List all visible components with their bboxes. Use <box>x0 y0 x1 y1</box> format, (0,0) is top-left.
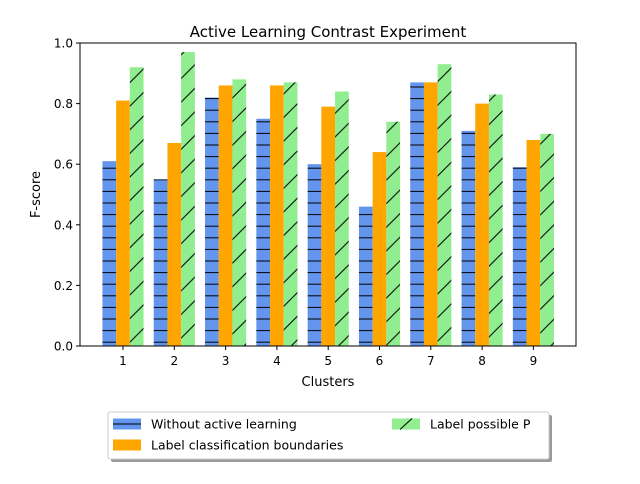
x-tick-label: 6 <box>376 354 384 368</box>
y-tick-label: 0.4 <box>54 218 73 232</box>
bar-hatch-series1-cluster7 <box>410 82 424 346</box>
bar-series2-cluster4 <box>270 85 284 347</box>
y-tick-label: 0.0 <box>54 340 73 354</box>
bar-hatch-series3-cluster7 <box>437 64 452 347</box>
bar-hatch-series3-cluster1 <box>129 67 144 347</box>
bar-hatch-series1-cluster5 <box>307 164 322 346</box>
bar-series2-cluster6 <box>372 152 387 346</box>
bar-hatch-series3-cluster3 <box>232 79 247 347</box>
y-axis: 0.0 0.2 0.4 0.6 0.8 1.0 <box>54 37 80 354</box>
x-tick-label: 3 <box>222 354 230 368</box>
bar-hatch-series1-cluster3 <box>205 97 219 346</box>
chart-title: Active Learning Contrast Experiment <box>190 23 467 41</box>
y-tick-label: 0.2 <box>54 279 73 293</box>
x-tick-label: 4 <box>273 354 281 368</box>
legend-label-series3: Label possible P <box>430 417 531 432</box>
legend-label-series1: Without active learning <box>151 417 297 432</box>
bar-series2-cluster5 <box>321 106 336 346</box>
bar-hatch-series1-cluster8 <box>461 130 476 346</box>
bar-series2-cluster8 <box>475 103 489 346</box>
x-tick-label: 2 <box>170 354 178 368</box>
bar-hatch-series1-cluster4 <box>256 118 271 346</box>
x-tick-label: 9 <box>530 354 538 368</box>
legend-swatch-series2 <box>113 439 141 451</box>
y-tick-label: 1.0 <box>54 37 73 51</box>
x-tick-label: 7 <box>427 354 435 368</box>
bars-group <box>102 52 554 347</box>
bar-hatch-series3-cluster6 <box>386 121 401 346</box>
legend-hatch-series3 <box>399 418 413 430</box>
x-tick-label: 1 <box>119 354 127 368</box>
bar-hatch-series3-cluster2 <box>181 52 195 347</box>
bar-hatch-series3-cluster8 <box>488 94 503 346</box>
x-axis-label: Clusters <box>302 375 355 390</box>
y-tick-label: 0.6 <box>54 158 73 172</box>
bar-series2-cluster9 <box>526 139 541 346</box>
bar-hatch-series3-cluster4 <box>283 82 298 346</box>
bar-hatch-series3-cluster5 <box>335 91 349 346</box>
legend-label-series2: Label classification boundaries <box>151 438 343 453</box>
bar-series2-cluster1 <box>116 100 130 346</box>
x-axis: 1 2 3 4 5 6 7 8 9 <box>119 346 537 368</box>
bar-series2-cluster3 <box>218 85 233 347</box>
bar-hatch-series3-cluster9 <box>540 133 554 346</box>
x-tick-label: 5 <box>324 354 332 368</box>
bar-hatch-series1-cluster6 <box>358 206 373 346</box>
legend: Without active learning Label classificat… <box>107 411 552 462</box>
bar-series2-cluster2 <box>167 142 182 346</box>
bar-series2-cluster7 <box>423 82 438 346</box>
bar-hatch-series1-cluster9 <box>512 167 527 346</box>
bar-hatch-series1-cluster2 <box>153 179 168 346</box>
y-tick-label: 0.8 <box>54 97 73 111</box>
x-tick-label: 8 <box>478 354 486 368</box>
y-axis-label: F-score <box>29 171 44 218</box>
legend-box <box>107 411 550 460</box>
bar-hatch-series1-cluster1 <box>102 161 117 346</box>
